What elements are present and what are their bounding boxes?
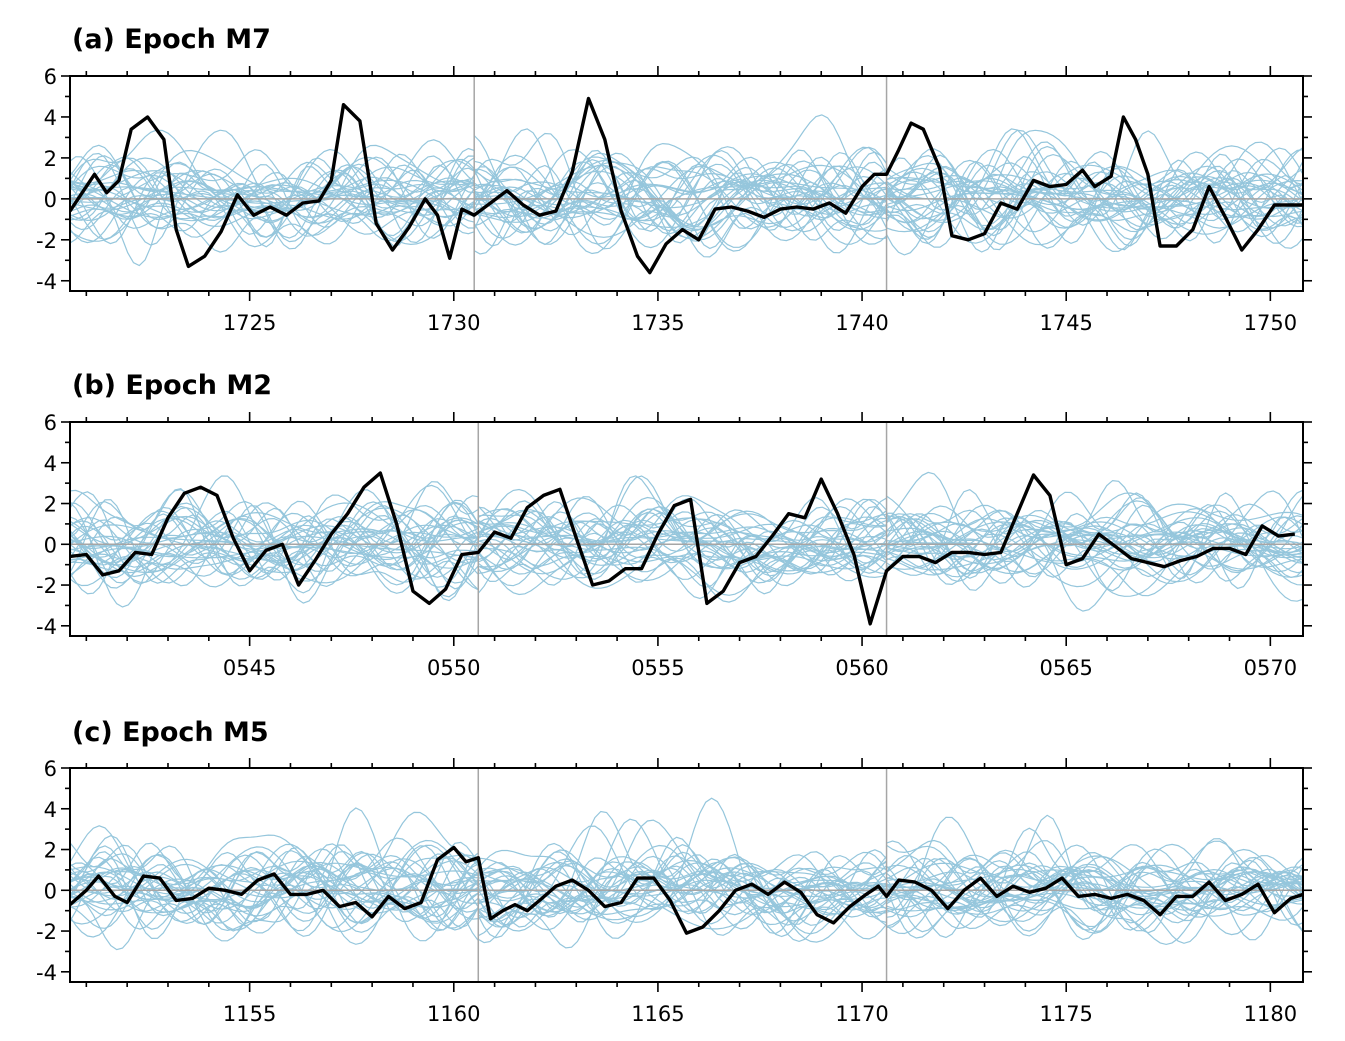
x-tick-label: 1725 [223, 311, 276, 335]
plot-frame [69, 75, 1304, 292]
panel-title: (b) Epoch M2 [72, 370, 272, 401]
series-line-1 [70, 471, 1296, 626]
y-tick-label: 2 [44, 839, 57, 863]
x-tick-label: 1165 [631, 1002, 684, 1026]
plot-area [70, 422, 1303, 636]
x-tick-label: 0545 [223, 656, 276, 680]
x-tick-label: 1180 [1244, 1002, 1297, 1026]
y-tick-label: 0 [44, 533, 57, 557]
y-tick-label: -4 [36, 615, 57, 639]
plot-area [70, 768, 1303, 982]
y-tick-label: 2 [44, 147, 57, 171]
y-tick-label: 0 [44, 879, 57, 903]
series-line-1 [70, 845, 1303, 935]
x-tick-label: 1730 [427, 311, 480, 335]
x-tick-label: 0555 [631, 656, 684, 680]
ensemble-traces [70, 797, 1303, 951]
x-tick-label: 1735 [631, 311, 684, 335]
y-tick-label: -2 [36, 574, 57, 598]
x-tick-label: 0570 [1244, 656, 1297, 680]
y-tick-label: 6 [44, 65, 57, 89]
x-tick-label: 0565 [1039, 656, 1092, 680]
x-tick-label: 1160 [427, 1002, 480, 1026]
y-tick-label: 6 [44, 411, 57, 435]
panel-1: (a) Epoch M7 -4 -2 0 2 4 6 1725 1730 1735 1740 1745… [36, 24, 1312, 335]
y-tick-label: 4 [44, 106, 57, 130]
y-tick-label: 2 [44, 493, 57, 517]
panel-2: (b) Epoch M2 -4 -2 0 2 4 6 0545 0550 0555 0560 0565… [36, 370, 1312, 680]
y-tick-label: -2 [36, 229, 57, 253]
y-tick-label: 0 [44, 188, 57, 212]
x-tick-label: 1175 [1039, 1002, 1092, 1026]
series-line-1 [70, 96, 1303, 275]
plot-area [70, 76, 1303, 291]
ensemble-traces [70, 471, 1303, 612]
y-tick-label: 4 [44, 452, 57, 476]
y-tick-label: -4 [36, 961, 57, 985]
panel-title: (a) Epoch M7 [72, 24, 271, 55]
x-tick-label: 0560 [835, 656, 888, 680]
x-tick-label: 1745 [1039, 311, 1092, 335]
x-tick-label: 1750 [1244, 311, 1297, 335]
x-tick-label: 1155 [223, 1002, 276, 1026]
x-tick-label: 1740 [835, 311, 888, 335]
panel-title: (c) Epoch M5 [72, 717, 269, 748]
y-tick-label: -2 [36, 920, 57, 944]
y-tick-label: -4 [36, 270, 57, 294]
y-tick-label: 6 [44, 757, 57, 781]
panel-3: (c) Epoch M5 -4 -2 0 2 4 6 1155 1160 1165 1170 1175… [36, 717, 1312, 1026]
plot-frame [69, 767, 1304, 983]
x-tick-label: 0550 [427, 656, 480, 680]
x-tick-label: 1170 [835, 1002, 888, 1026]
plot-frame [69, 421, 1304, 637]
y-tick-label: 4 [44, 798, 57, 822]
